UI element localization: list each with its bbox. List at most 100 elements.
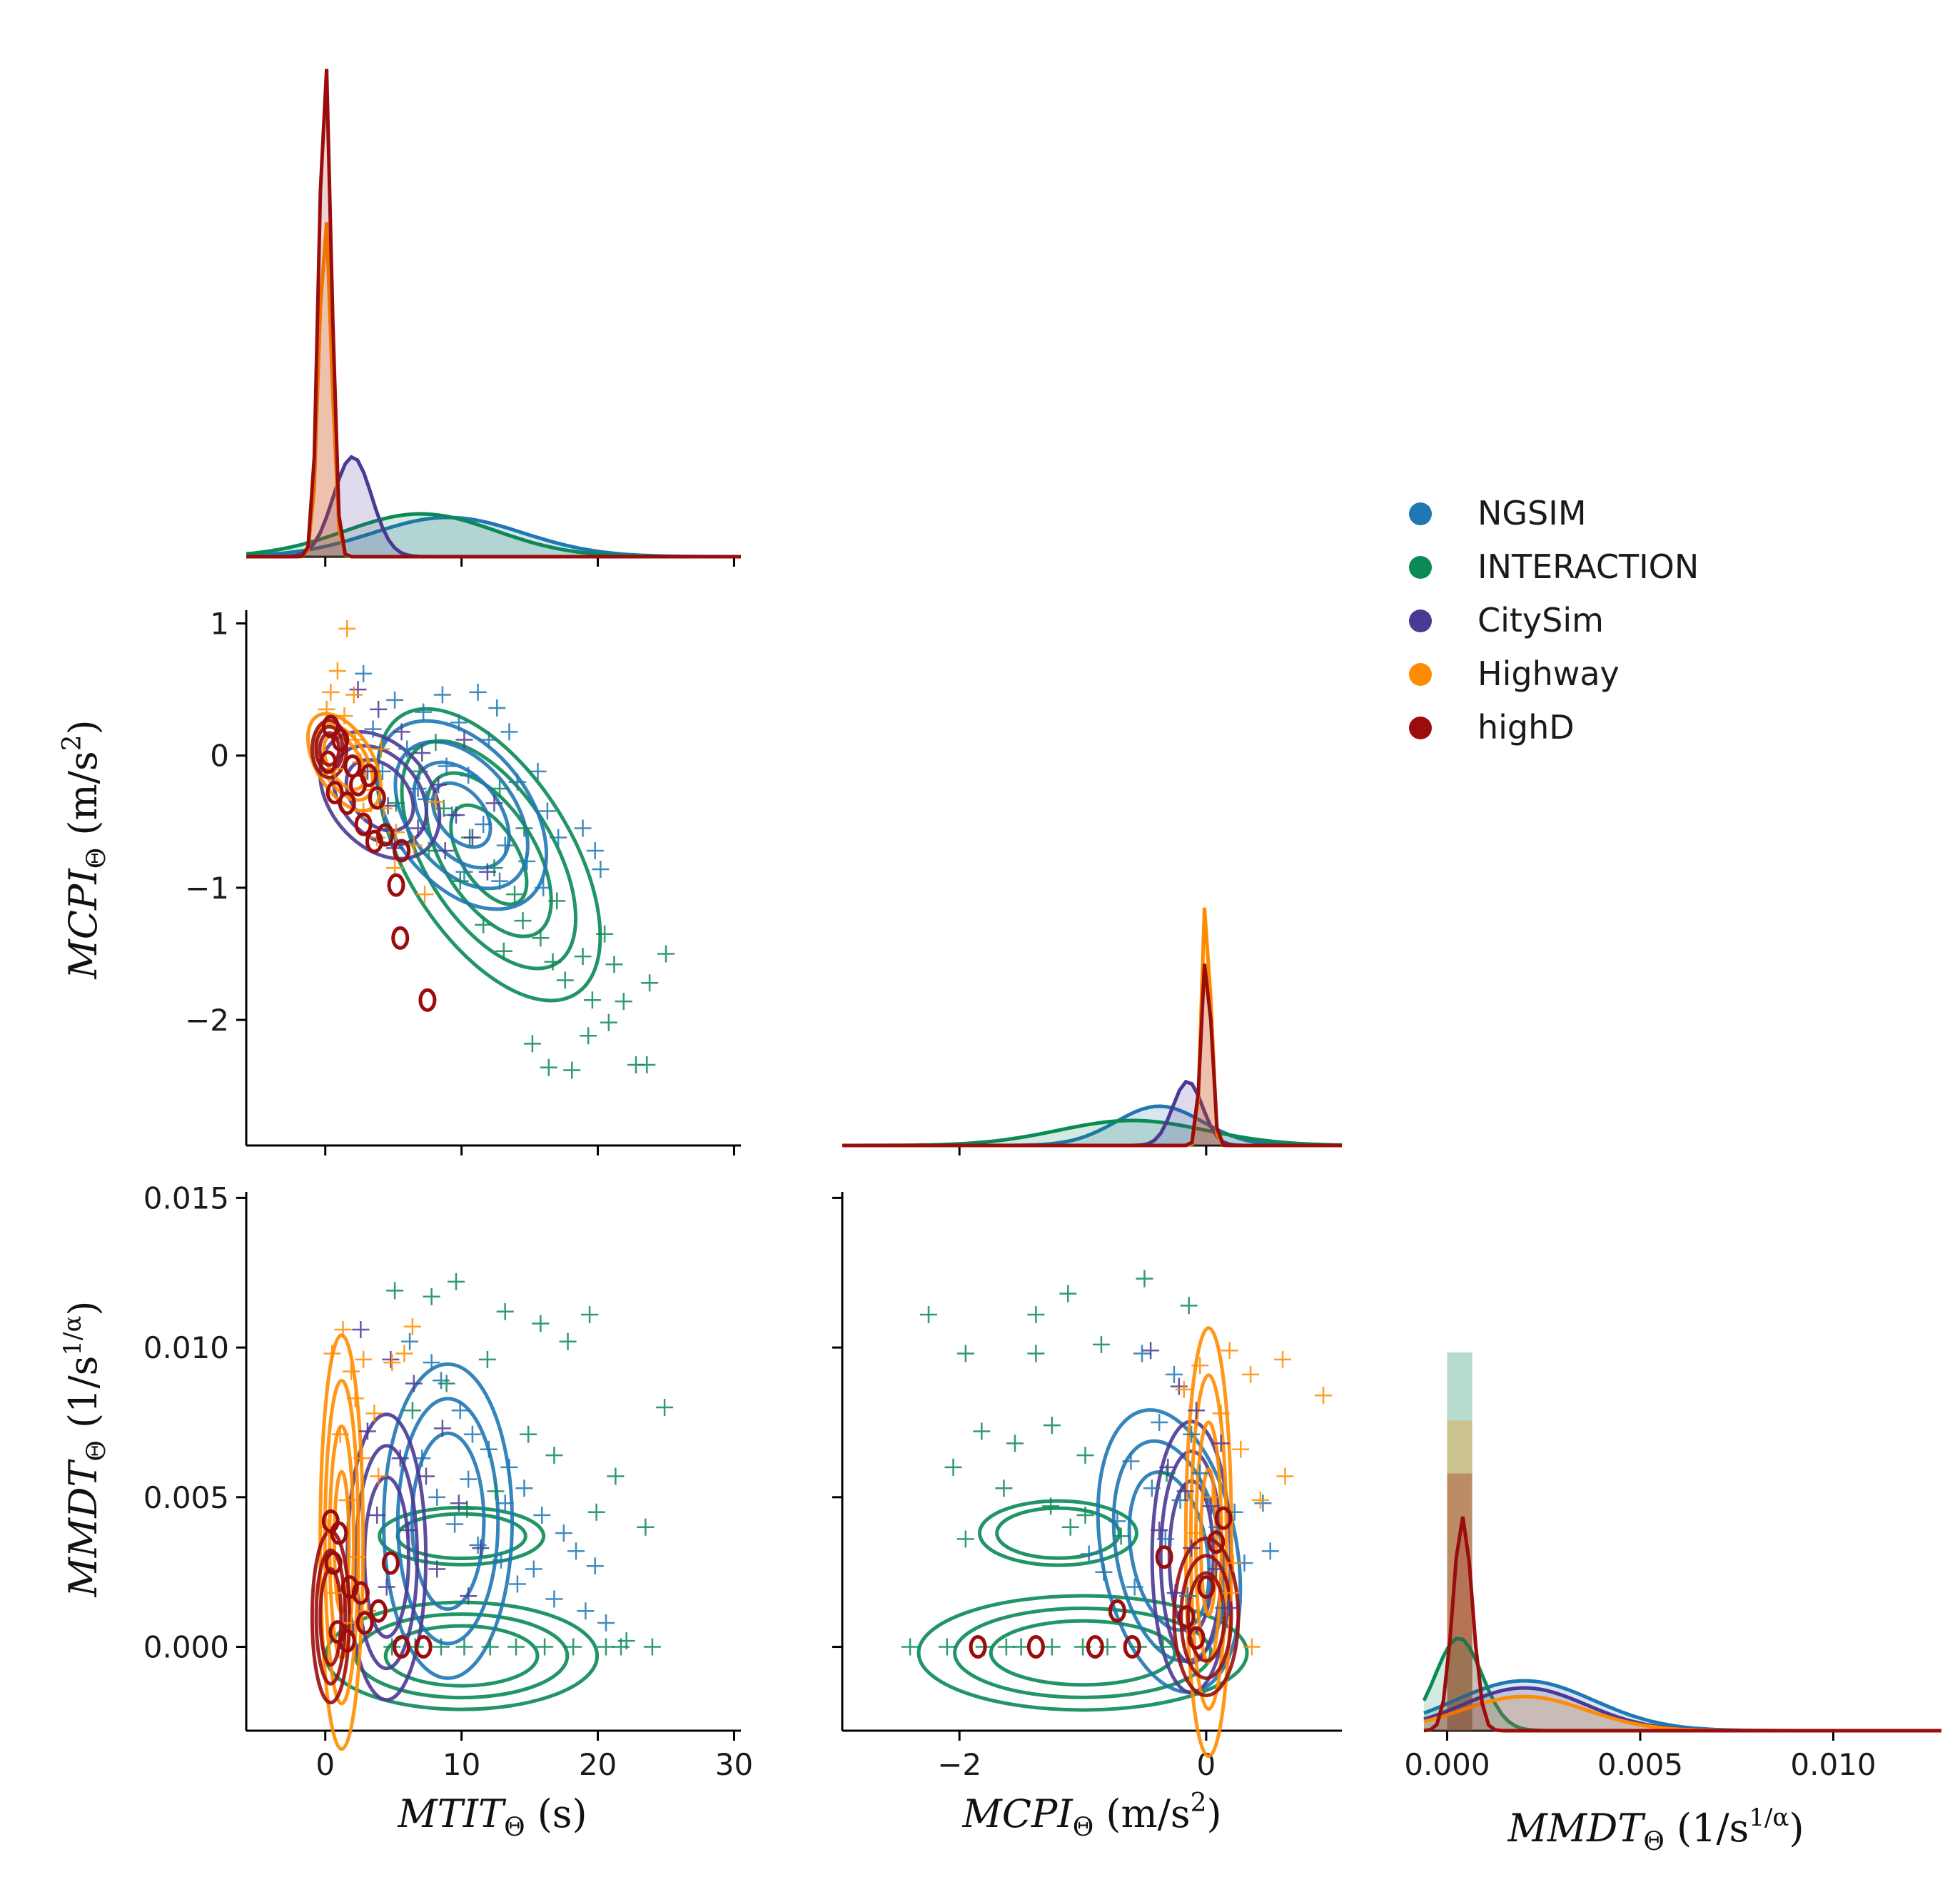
point-highway xyxy=(331,1425,349,1443)
point-highway xyxy=(328,1584,345,1602)
point-highway xyxy=(338,1492,356,1509)
point-citysim xyxy=(400,1521,418,1539)
point-highway xyxy=(346,1390,364,1407)
point-interaction xyxy=(596,925,614,943)
point-interaction xyxy=(544,953,562,971)
y-tick-label: 0.010 xyxy=(143,1330,229,1365)
point-ngsim xyxy=(545,1590,563,1608)
point-ngsim xyxy=(398,740,416,758)
point-highd xyxy=(330,1521,348,1545)
point-citysim xyxy=(1221,1599,1238,1617)
point-highd xyxy=(393,839,411,863)
kde-contour xyxy=(989,1619,1177,1687)
point-interaction xyxy=(580,1027,597,1045)
kde-contour xyxy=(382,1362,515,1680)
point-ngsim xyxy=(415,703,433,721)
point-interaction xyxy=(481,1638,499,1656)
point-citysim xyxy=(352,1320,370,1338)
point-highway xyxy=(318,700,335,718)
point-highd xyxy=(369,1599,388,1623)
point-ngsim xyxy=(1122,1452,1140,1470)
point-ngsim xyxy=(500,1458,518,1476)
point-citysim xyxy=(450,1494,468,1512)
point-interaction xyxy=(433,1638,450,1656)
point-interaction xyxy=(438,1375,455,1392)
point-ngsim xyxy=(469,683,487,701)
panel-d1 xyxy=(842,907,1343,1155)
point-highd xyxy=(414,1635,433,1659)
point-highd xyxy=(354,812,373,836)
point-ngsim xyxy=(418,790,435,808)
point-interaction xyxy=(435,799,453,817)
point-highway xyxy=(338,619,356,637)
point-ngsim xyxy=(469,1536,487,1554)
point-interaction xyxy=(574,948,592,966)
legend-marker-highd xyxy=(1409,717,1432,739)
point-ngsim xyxy=(1156,1530,1174,1548)
point-ngsim xyxy=(1126,1578,1143,1596)
point-interaction xyxy=(1006,1435,1024,1452)
point-highway xyxy=(1274,1350,1292,1368)
point-highd xyxy=(381,1551,400,1575)
point-ngsim xyxy=(515,1479,533,1497)
point-ngsim xyxy=(433,686,451,704)
point-interaction xyxy=(515,819,533,837)
point-citysim xyxy=(436,842,454,860)
point-interaction xyxy=(944,1458,962,1476)
point-interaction xyxy=(556,971,574,989)
y-tick-label: 0.015 xyxy=(143,1180,229,1215)
point-highd xyxy=(1197,1575,1216,1599)
point-interaction xyxy=(448,1273,465,1290)
point-interaction xyxy=(548,892,566,910)
point-ngsim xyxy=(1261,1542,1279,1560)
point-ngsim xyxy=(428,1488,446,1506)
point-highway xyxy=(323,1345,341,1362)
point-interaction xyxy=(1027,1305,1045,1323)
point-interaction xyxy=(383,1638,401,1656)
point-interaction xyxy=(1092,1335,1110,1353)
point-ngsim xyxy=(518,852,536,870)
point-citysim xyxy=(409,819,427,837)
kde-curve-mtit-fill xyxy=(246,457,741,557)
point-citysim xyxy=(1170,1377,1188,1395)
point-citysim xyxy=(358,1422,376,1440)
point-highway xyxy=(1232,1440,1250,1458)
panel-s10: 1 0 −1 −2 xyxy=(185,607,741,1155)
point-highd xyxy=(331,727,350,752)
point-citysim xyxy=(430,776,448,794)
point-citysim xyxy=(448,806,465,824)
x-tick-label: 30 xyxy=(715,1747,753,1782)
point-interaction xyxy=(956,1345,974,1362)
point-interaction xyxy=(657,945,675,963)
point-interaction xyxy=(615,993,632,1011)
point-interaction xyxy=(1112,1527,1130,1545)
point-highd xyxy=(1207,1530,1226,1554)
point-citysim xyxy=(393,723,410,741)
kde-contour xyxy=(916,1594,1249,1712)
point-interaction xyxy=(1076,1447,1094,1464)
point-interaction xyxy=(956,1530,974,1548)
point-interaction xyxy=(600,1013,617,1031)
point-highway xyxy=(1315,1387,1333,1405)
point-highway xyxy=(365,1405,383,1422)
point-ngsim xyxy=(592,860,610,878)
point-ngsim xyxy=(488,699,506,717)
point-ngsim xyxy=(364,720,382,738)
point-interaction xyxy=(536,1638,554,1656)
point-highway xyxy=(343,1362,360,1380)
point-highway xyxy=(355,802,373,820)
kde-contour xyxy=(1183,1326,1233,1759)
point-ngsim xyxy=(455,863,473,881)
point-interaction xyxy=(532,1315,550,1332)
point-ngsim xyxy=(500,723,518,741)
point-interaction xyxy=(507,1638,525,1656)
y-axis-label-mcpi: MCPIΘ (m/s2) xyxy=(58,719,111,979)
legend-marker-interaction xyxy=(1409,556,1432,579)
point-interaction xyxy=(597,1638,615,1656)
legend-marker-highway xyxy=(1409,663,1432,686)
kde-contour xyxy=(318,1567,343,1667)
point-highd xyxy=(1187,1626,1206,1650)
point-ngsim xyxy=(586,842,604,860)
point-highd xyxy=(355,1611,374,1635)
kde-curve-mtit-fill xyxy=(246,517,741,557)
